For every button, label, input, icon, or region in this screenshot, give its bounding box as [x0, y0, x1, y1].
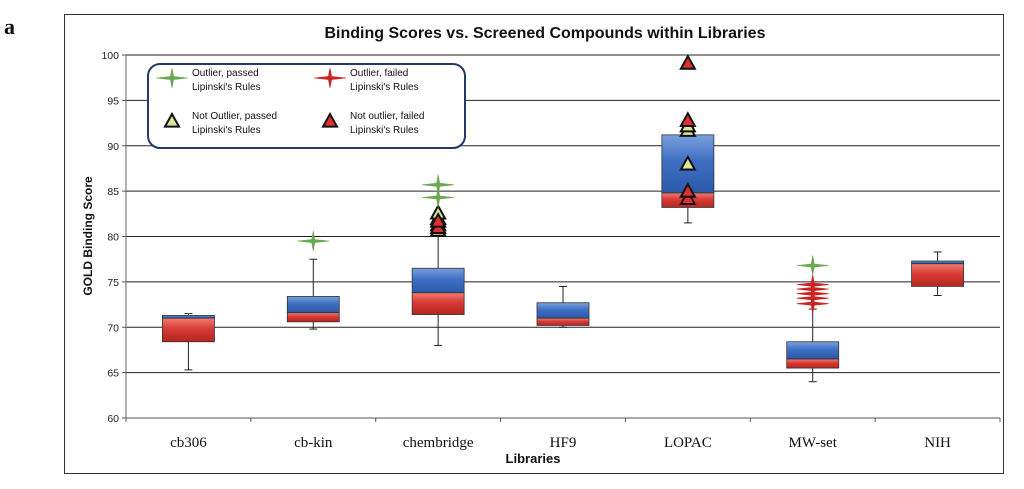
panel-label: a — [4, 14, 15, 39]
y-tick-label: 85 — [107, 186, 119, 198]
star-passed-outlier — [796, 255, 829, 276]
legend-label-line2: Lipinski's Rules — [192, 82, 261, 93]
legend-label-line1: Not outlier, failed — [350, 111, 425, 122]
x-tick-label: cb306 — [170, 435, 207, 451]
y-tick-label: 75 — [107, 277, 119, 289]
legend-triangle-failed-icon — [321, 111, 339, 128]
star-passed-outlier — [422, 187, 455, 208]
legend-label-line2: Lipinski's Rules — [192, 125, 261, 136]
y-tick-label: 70 — [107, 322, 119, 334]
legend-label-line2: Lipinski's Rules — [350, 125, 419, 136]
x-tick-label: LOPAC — [664, 435, 712, 451]
y-tick-labels: 60 65 70 75 80 85 90 95 100 — [101, 50, 119, 425]
legend-star-failed-icon — [313, 67, 347, 89]
y-axis-label: GOLD Binding Score — [81, 176, 95, 296]
box-upper — [411, 267, 465, 294]
star-passed-outlier — [297, 230, 330, 252]
box-upper — [911, 260, 964, 265]
box-upper — [162, 315, 215, 319]
legend-box — [147, 63, 466, 149]
legend-label-line2: Lipinski's Rules — [350, 82, 419, 93]
triangle-failed-point — [679, 182, 697, 198]
y-tick-label: 60 — [107, 413, 119, 425]
gridlines — [122, 54, 1001, 422]
box-upper — [286, 295, 340, 314]
y-tick-label: 100 — [101, 50, 119, 62]
x-tick-label: HF9 — [550, 435, 577, 451]
x-tick-label: chembridge — [403, 435, 474, 451]
y-tick-label: 90 — [107, 141, 119, 153]
x-tick-label: cb-kin — [294, 435, 333, 451]
triangle-failed-point — [679, 111, 697, 127]
box-upper — [536, 302, 590, 319]
legend-star-passed-icon — [155, 67, 189, 89]
x-tick-label: MW-set — [789, 435, 838, 451]
box-lower — [786, 358, 840, 369]
box-lower — [536, 317, 590, 326]
box-lower — [411, 292, 465, 315]
x-axis-label: Libraries — [506, 451, 561, 466]
legend: Outlier, passed Lipinski's Rules Outlier, … — [147, 63, 466, 149]
x-tick-labels: cb306 cb-kin chembridge HF9 LOPAC MW-set NIH — [170, 435, 951, 451]
legend-triangle-passed-icon — [163, 111, 181, 128]
chart-title: Binding Scores vs. Screened Compounds wi… — [325, 25, 766, 42]
markers — [297, 54, 829, 314]
star-passed-outlier — [422, 174, 455, 195]
legend-label-line1: Outlier, passed — [192, 68, 259, 79]
y-tick-label: 65 — [107, 368, 119, 380]
box-lower — [911, 263, 964, 287]
boxes — [162, 133, 964, 383]
star-failed-outlier — [796, 274, 829, 295]
box-lower — [162, 317, 215, 343]
y-tick-label: 80 — [107, 232, 119, 244]
triangle-failed-point — [429, 212, 447, 228]
triangle-passed-point — [679, 154, 697, 171]
x-tick-label: NIH — [924, 435, 951, 451]
y-tick-label: 95 — [107, 95, 119, 107]
legend-label-line1: Outlier, failed — [350, 68, 408, 79]
triangle-failed-point — [679, 54, 697, 70]
legend-label-line1: Not Outlier, passed — [192, 111, 277, 122]
box-upper — [786, 341, 840, 360]
box-lower — [286, 312, 340, 323]
